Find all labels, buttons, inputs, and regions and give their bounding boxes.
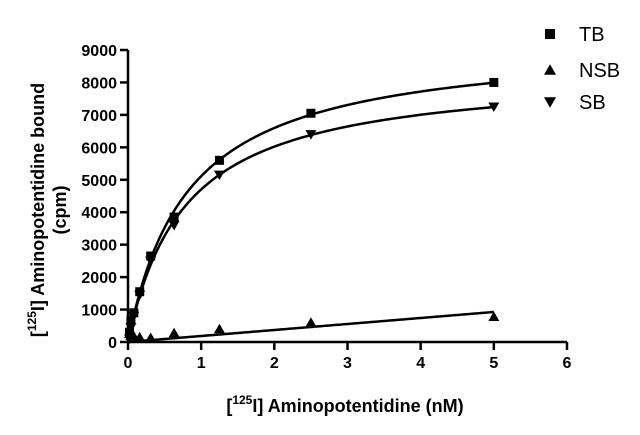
data-point-sb [305, 130, 317, 140]
x-tick-label: 0 [124, 355, 133, 372]
y-axis-title-line1: [125I] Aminopotentidine bound [25, 83, 48, 337]
data-point-nsb [168, 327, 180, 338]
y-tick-label: 1000 [81, 303, 117, 320]
legend-marker-nsb [544, 64, 556, 75]
legend-label-tb: TB [579, 24, 605, 46]
y-tick-label: 4000 [81, 205, 117, 222]
data-point-sb [128, 311, 140, 322]
data-point-nsb [488, 311, 500, 321]
legend-label-sb: SB [579, 92, 606, 114]
x-axis-title: [125I] Aminopotentidine (nM) [226, 393, 463, 416]
x-tick-label: 3 [343, 355, 352, 372]
legend-marker-tb [545, 29, 555, 39]
data-point-tb [126, 316, 136, 326]
y-tick-label: 0 [108, 335, 117, 352]
fit-curve-tb [126, 81, 494, 343]
x-tick-label: 5 [489, 355, 498, 372]
data-point-nsb [213, 323, 225, 334]
data-point-tb [214, 155, 224, 165]
data-point-nsb [145, 332, 157, 343]
data-point-sb [145, 256, 157, 267]
y-axis-title-line2: (cpm) [50, 185, 70, 234]
fit-curve-sb [126, 105, 494, 343]
y-tick-label: 2000 [81, 270, 117, 287]
x-tick-label: 2 [270, 355, 279, 372]
data-point-nsb [305, 317, 317, 327]
legend: TB NSB SB [544, 24, 620, 114]
data-point-sb [488, 102, 500, 113]
axes: 0 1 2 3 4 5 6 0 1000 2000 3000 4000 5000 6000 7000 8000… [81, 43, 571, 372]
y-tick-label: 8000 [81, 75, 117, 92]
data-point-nsb [134, 331, 146, 342]
data-point-tb [146, 251, 156, 261]
data-point-tb [306, 108, 316, 118]
y-tick-label: 3000 [81, 238, 117, 255]
y-tick-label: 7000 [81, 108, 117, 125]
x-tick-label: 6 [563, 355, 572, 372]
data-point-sb [134, 290, 146, 301]
y-tick-label: 5000 [81, 173, 117, 190]
data-point-sb [123, 334, 135, 345]
data-point-sb [125, 323, 137, 333]
data-point-sb [213, 170, 225, 181]
x-tick-label: 4 [416, 355, 425, 372]
x-tick-label: 1 [197, 355, 206, 372]
y-tick-label: 9000 [81, 43, 117, 60]
y-tick-label: 6000 [81, 140, 117, 157]
data-points [123, 77, 500, 345]
legend-label-nsb: NSB [579, 60, 620, 82]
data-point-tb [169, 212, 179, 222]
data-point-tb [489, 77, 499, 87]
legend-marker-sb [544, 97, 556, 108]
fit-curves [126, 81, 494, 344]
fit-curve-nsb [127, 310, 494, 344]
data-point-sb [168, 220, 180, 231]
